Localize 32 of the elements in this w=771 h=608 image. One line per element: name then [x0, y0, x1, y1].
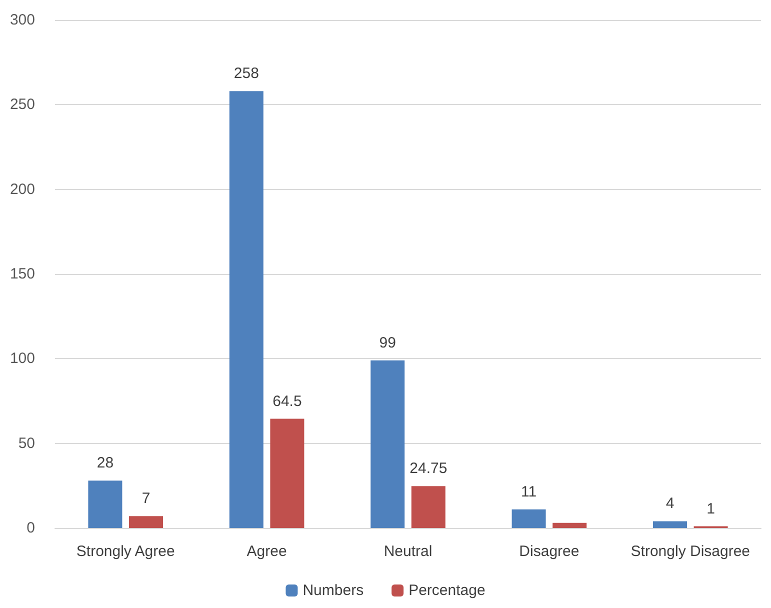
- bar: [229, 91, 264, 528]
- y-tick-label: 100: [10, 350, 35, 368]
- bar: [653, 521, 687, 528]
- y-tick-label: 300: [10, 12, 35, 28]
- y-tick-label: 250: [10, 96, 35, 114]
- x-tick-label: Neutral: [384, 543, 432, 560]
- y-tick-label: 0: [26, 520, 35, 536]
- legend-label: Numbers: [302, 582, 364, 599]
- x-tick-label: Disagree: [519, 543, 580, 560]
- y-tick-label: 200: [10, 180, 35, 198]
- data-label: 1: [706, 500, 715, 518]
- bar: [512, 509, 546, 528]
- x-tick-label: Strongly Agree: [76, 543, 175, 560]
- data-label: 4: [666, 495, 674, 512]
- data-label: 99: [379, 334, 396, 352]
- x-tick-label: Strongly Disagree: [630, 543, 750, 560]
- data-label: 24.75: [410, 460, 448, 478]
- bar: [370, 360, 405, 528]
- legend-label: Percentage: [408, 582, 486, 599]
- data-label: 11: [521, 483, 537, 500]
- data-label: 7: [142, 490, 150, 508]
- data-label: 258: [234, 65, 259, 82]
- bar: [129, 516, 163, 528]
- y-tick-label: 50: [18, 434, 35, 452]
- y-tick-label: 150: [10, 266, 35, 282]
- bar: [88, 480, 122, 528]
- data-label: 28: [96, 454, 114, 472]
- bar: [270, 418, 304, 528]
- bar: [411, 486, 446, 528]
- x-tick-label: Agree: [246, 543, 287, 560]
- data-label: 64.5: [272, 392, 302, 410]
- bar: [552, 522, 587, 528]
